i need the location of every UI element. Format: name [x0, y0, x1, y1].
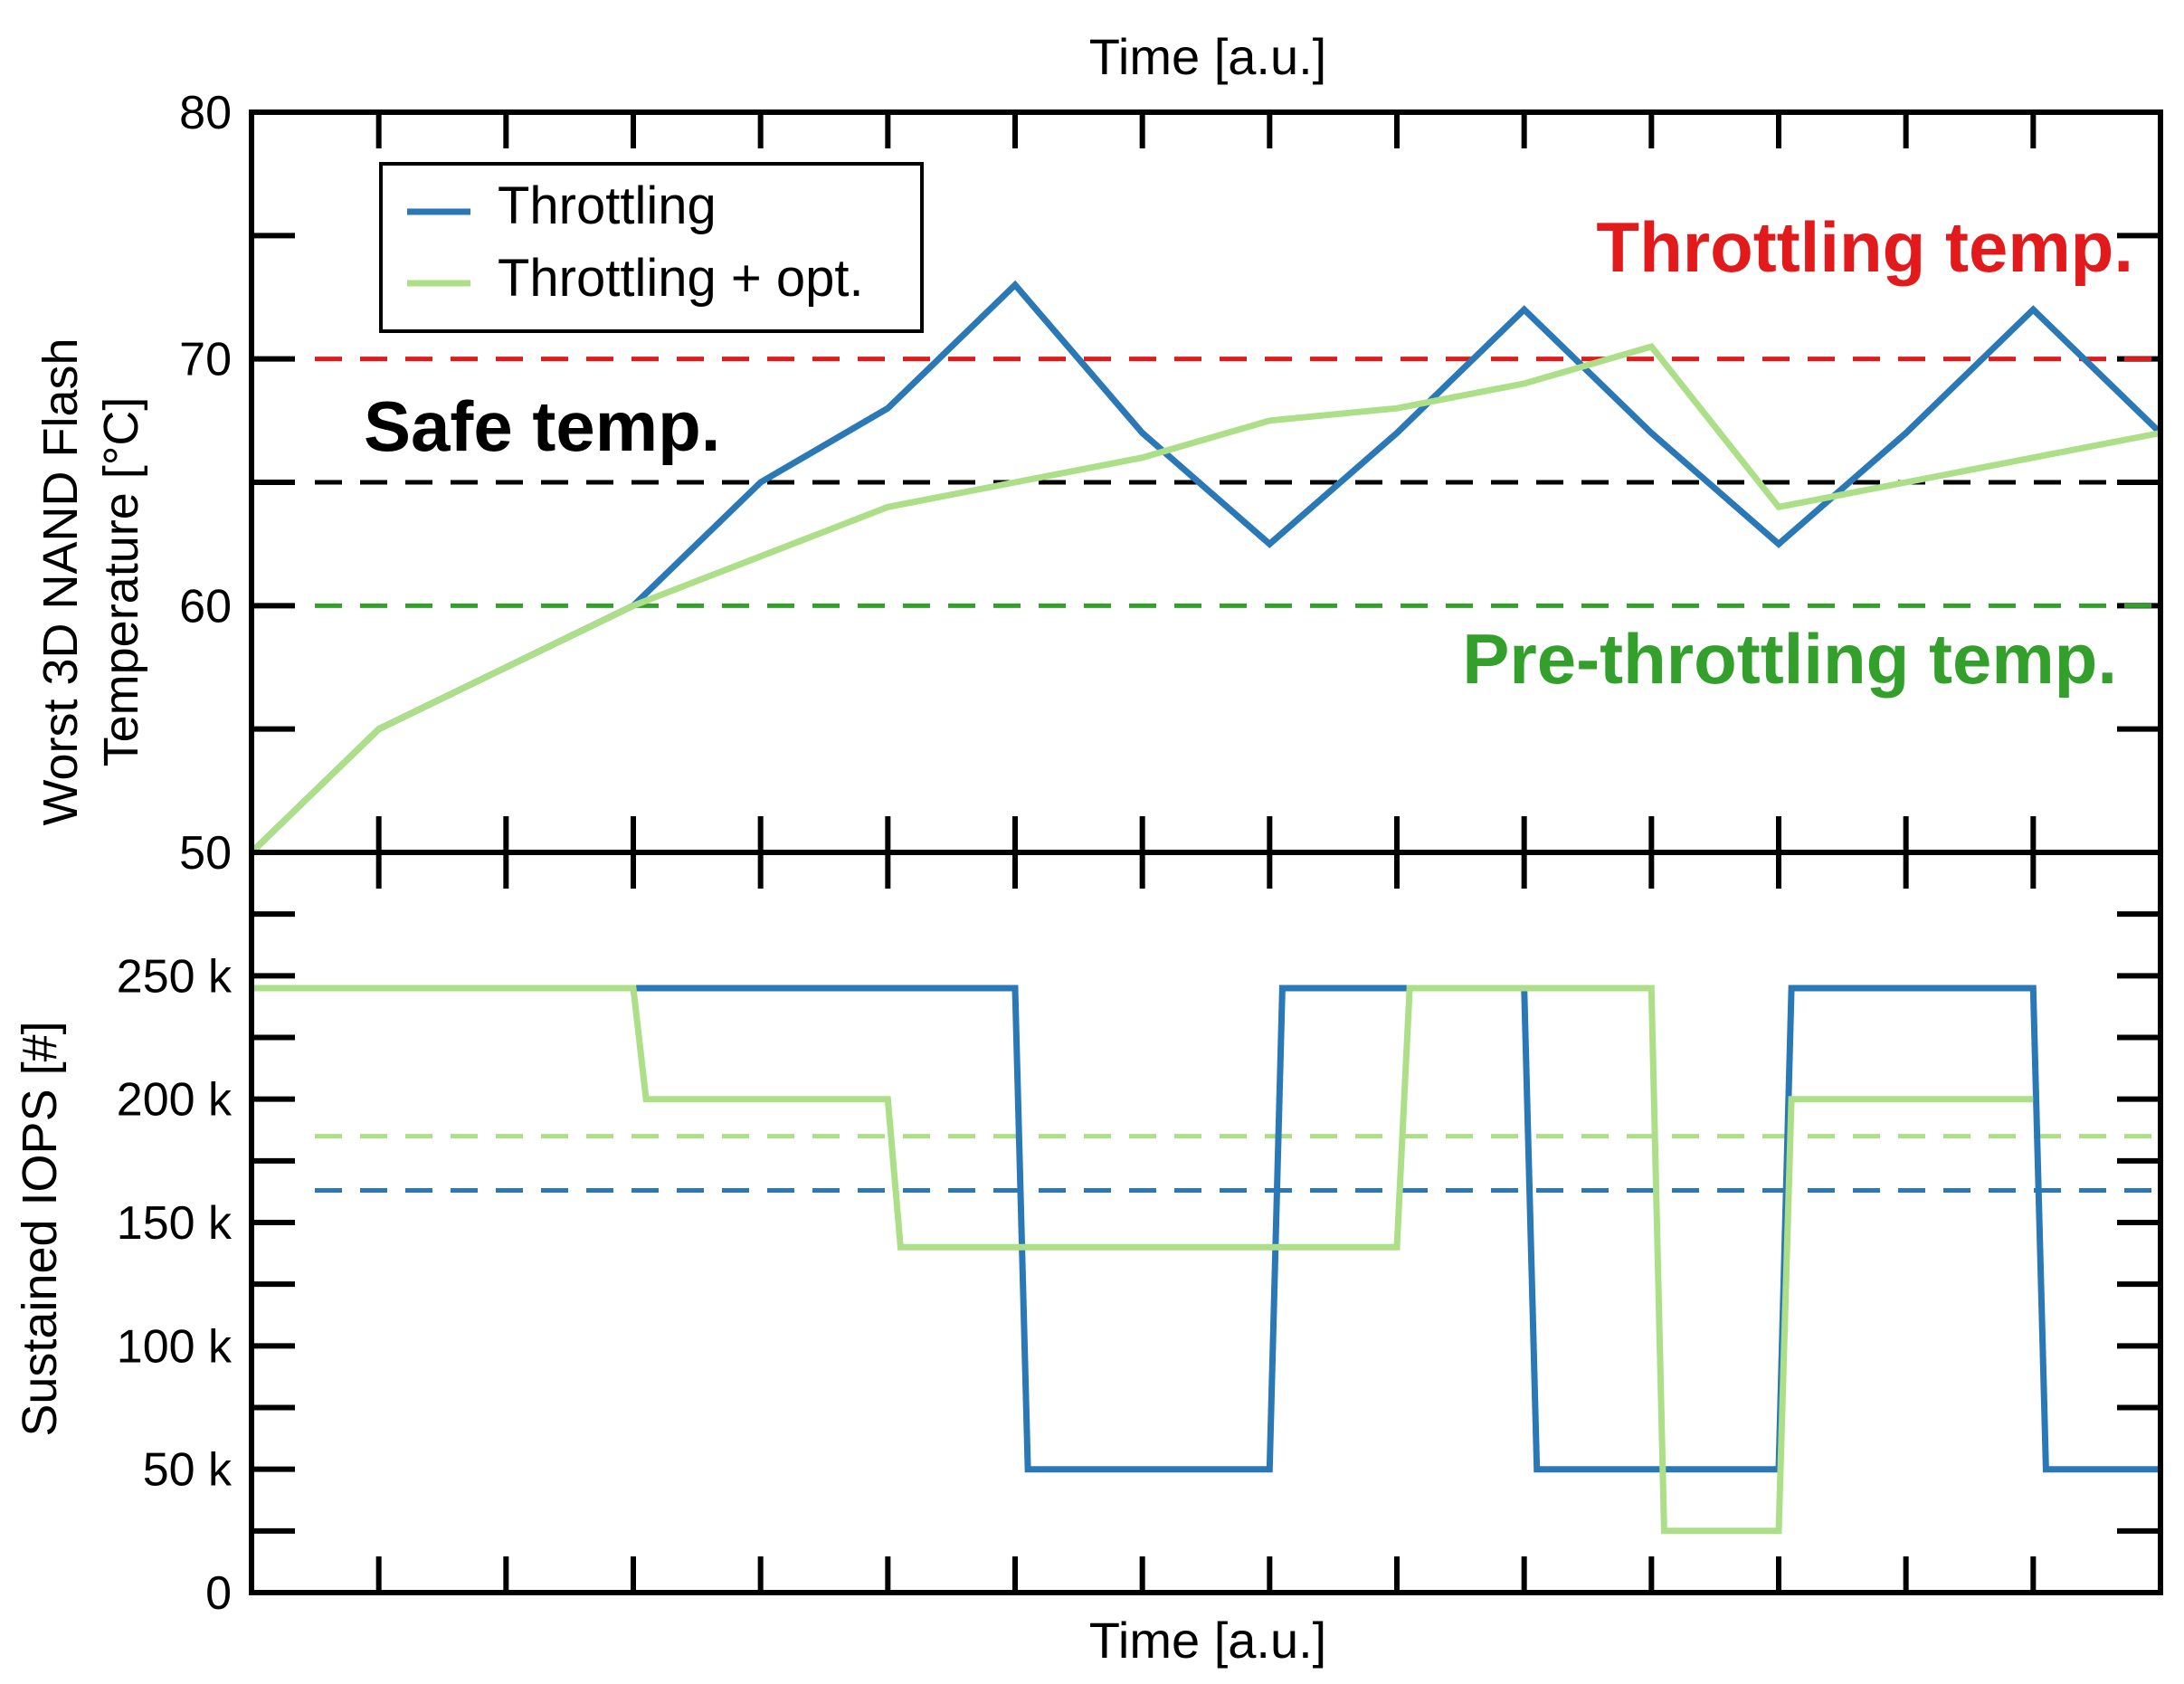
- y-tick-label: 200 k: [117, 1074, 233, 1127]
- iops-ylabel: Sustained IOPS [#]: [13, 1021, 67, 1436]
- iops-plot-frame: [249, 850, 2163, 1595]
- throttling-temp-annotation: Throttling temp.: [1596, 207, 2133, 287]
- series-line: [249, 280, 2163, 855]
- y-tick-label: 70: [179, 334, 232, 386]
- safe-temp-annotation: Safe temp.: [364, 386, 720, 466]
- y-tick-label: 150 k: [117, 1197, 233, 1250]
- y-tick-label: 0: [205, 1567, 232, 1620]
- bottom-axis-xlabel: Time [a.u.]: [1089, 1612, 1326, 1669]
- temperature-y-ticks: 60 70 80 50: [179, 87, 2160, 880]
- legend: Throttling Throttling + opt.: [379, 162, 924, 333]
- temperature-ylabel-line-1: Worst 3D NAND Flash: [33, 338, 88, 825]
- legend-label-throttling: Throttling: [498, 176, 717, 235]
- y-tick-label: 100 k: [117, 1320, 233, 1373]
- top-axis-title: Time [a.u.]: [1089, 28, 1326, 85]
- iops-x-ticks: [375, 852, 2037, 1593]
- temperature-ylabel-line-2: Temperature [°C]: [94, 397, 148, 767]
- y-tick-label: 250 k: [117, 950, 233, 1003]
- iops-panel: Sustained IOPS [#] Time [a.u.] 0 50 k 100 …: [13, 850, 2163, 1669]
- series-line: [249, 342, 2161, 855]
- iops-reference-lines: [315, 1134, 2160, 1194]
- temperature-panel: Time [a.u.] Worst 3D NAND Flash Temperat…: [33, 28, 2163, 880]
- temperature-x-ticks: [375, 112, 2037, 852]
- iops-y-ticks: 0 50 k 100 k 150 k 200 k 250 k: [117, 911, 2160, 1620]
- legend-box: [379, 162, 924, 333]
- y-tick-label: 80: [179, 87, 232, 139]
- y-tick-label: 60: [179, 580, 232, 633]
- y-tick-label: 50: [179, 827, 232, 880]
- temperature-series: [249, 280, 2163, 855]
- series-line: [252, 985, 2160, 1473]
- pre-throttling-temp-annotation: Pre-throttling temp.: [1462, 619, 2117, 699]
- series-line: [252, 985, 2034, 1535]
- legend-label-throttling-opt: Throttling + opt.: [498, 249, 864, 308]
- iops-series: [252, 985, 2160, 1535]
- y-tick-label: 50 k: [143, 1444, 233, 1497]
